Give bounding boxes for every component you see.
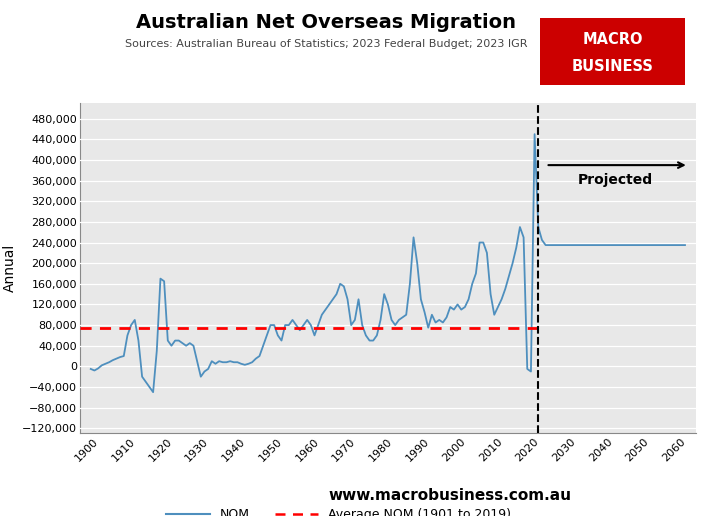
Text: www.macrobusiness.com.au: www.macrobusiness.com.au <box>328 488 571 503</box>
Text: Projected: Projected <box>578 173 653 187</box>
Text: BUSINESS: BUSINESS <box>572 59 653 74</box>
Legend: NOM, Average NOM (1901 to 2019): NOM, Average NOM (1901 to 2019) <box>161 503 516 516</box>
Text: MACRO: MACRO <box>582 32 643 47</box>
Text: Sources: Australian Bureau of Statistics; 2023 Federal Budget; 2023 IGR: Sources: Australian Bureau of Statistics… <box>125 39 528 49</box>
Y-axis label: Annual: Annual <box>2 244 17 293</box>
Text: Australian Net Overseas Migration: Australian Net Overseas Migration <box>136 13 516 32</box>
